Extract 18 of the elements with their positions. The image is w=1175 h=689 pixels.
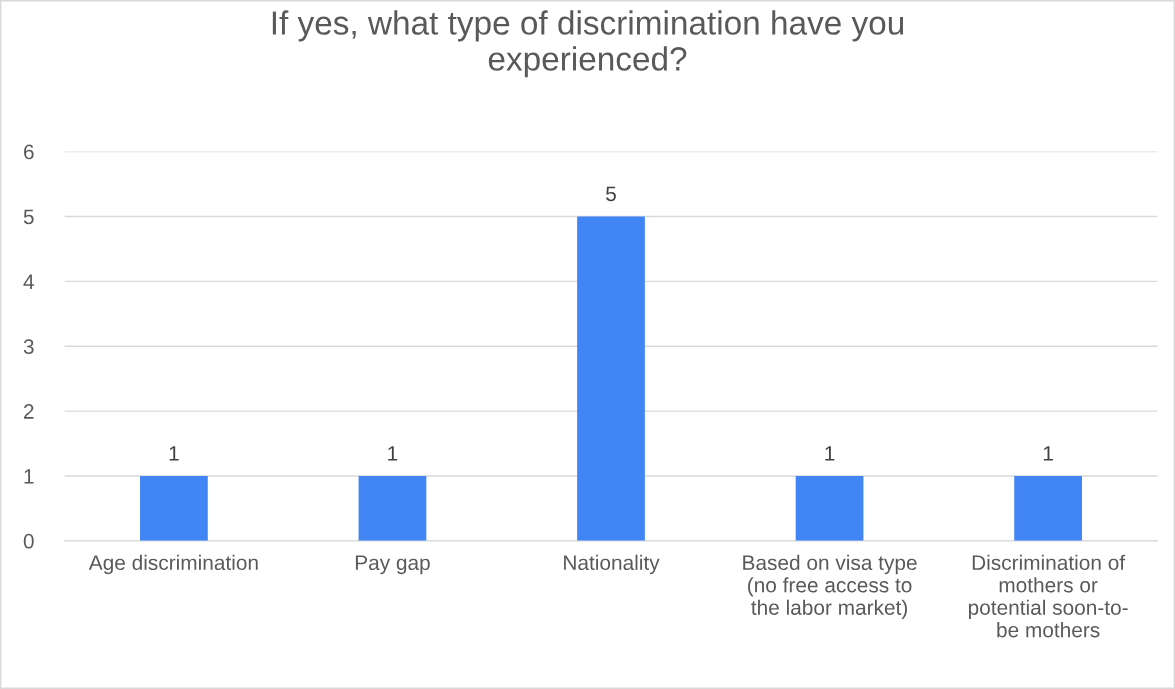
data-label: 1: [825, 446, 835, 461]
data-label: 1: [169, 446, 179, 461]
y-tick-label: 5: [23, 209, 34, 225]
data-label: 1: [388, 446, 398, 461]
x-tick-label: Pay gap: [355, 555, 430, 575]
x-tick-label: Discrimination of mothers or potential soon-to- be mothers: [968, 554, 1128, 638]
data-label: 1: [1043, 446, 1053, 461]
chart-title: If yes, what type of discrimination have you experienced?: [272, 10, 904, 78]
x-tick-label: Nationality: [564, 554, 660, 575]
y-tick-label: 0: [23, 533, 34, 549]
y-tick-label: 4: [23, 274, 34, 289]
y-tick-label: 2: [24, 404, 34, 419]
x-tick-label: Based on visa type (no free access to the labor market): [743, 554, 917, 620]
y-tick-label: 3: [23, 339, 34, 354]
y-tick-label: 6: [24, 144, 34, 160]
y-tick-label: 1: [24, 469, 34, 484]
data-label: 5: [606, 186, 616, 202]
x-tick-label: Age discrimination: [88, 554, 258, 575]
